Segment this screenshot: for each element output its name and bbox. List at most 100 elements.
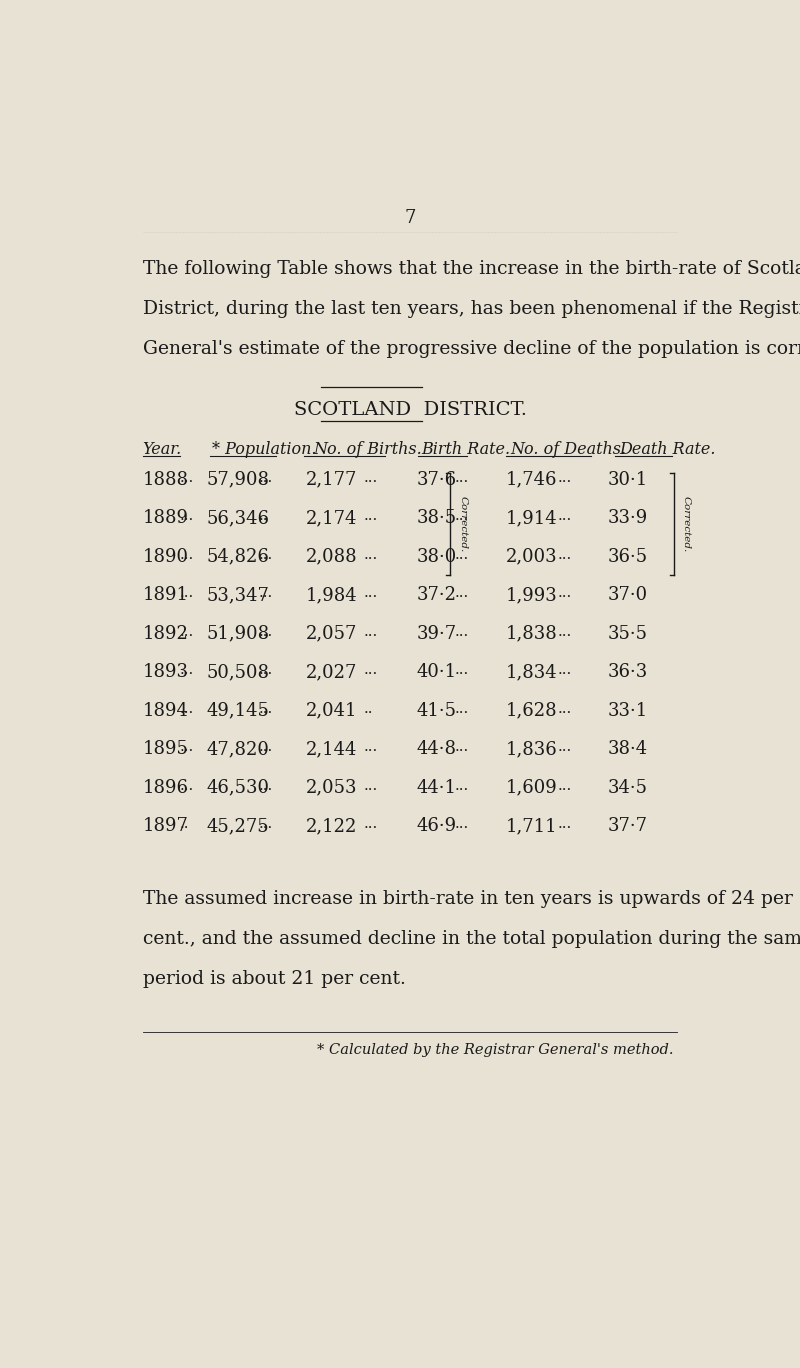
Text: 1,834: 1,834 [506, 663, 558, 681]
Text: 30·1: 30·1 [608, 471, 648, 488]
Text: ...: ... [558, 471, 571, 484]
Text: 56,346: 56,346 [207, 509, 270, 527]
Text: Death Rate.: Death Rate. [619, 442, 716, 458]
Text: Corrected.: Corrected. [458, 497, 467, 553]
Text: 36·5: 36·5 [608, 547, 648, 565]
Text: 47,820: 47,820 [207, 740, 270, 758]
Text: SCOTLAND  DISTRICT.: SCOTLAND DISTRICT. [294, 401, 526, 420]
Text: ...: ... [558, 586, 571, 601]
Text: ...: ... [558, 817, 571, 832]
Text: 37·0: 37·0 [608, 586, 648, 605]
Text: 44·1: 44·1 [416, 778, 456, 796]
Text: 1,914: 1,914 [506, 509, 558, 527]
Text: 41·5: 41·5 [416, 702, 456, 720]
Text: ...: ... [363, 625, 378, 639]
Text: * Population.: * Population. [212, 442, 317, 458]
Text: ...: ... [363, 471, 378, 484]
Text: 1,711: 1,711 [506, 817, 558, 834]
Text: Year.: Year. [142, 442, 182, 458]
Text: District, during the last ten years, has been phenomenal if the Registrar-: District, during the last ten years, has… [142, 301, 800, 319]
Text: The following Table shows that the increase in the birth-rate of Scotland: The following Table shows that the incre… [142, 260, 800, 279]
Text: ...: ... [363, 817, 378, 832]
Text: ...: ... [455, 586, 469, 601]
Text: * Calculated by the Registrar General's method.: * Calculated by the Registrar General's … [317, 1042, 674, 1056]
Text: No. of Deaths.: No. of Deaths. [510, 442, 627, 458]
Text: ...: ... [558, 509, 571, 523]
Text: ...: ... [180, 509, 194, 523]
Text: ...: ... [259, 663, 273, 677]
Text: cent., and the assumed decline in the total population during the same: cent., and the assumed decline in the to… [142, 930, 800, 948]
Text: ...: ... [558, 663, 571, 677]
Text: 1891: 1891 [142, 586, 189, 605]
Text: 33·1: 33·1 [608, 702, 648, 720]
Text: 1897: 1897 [142, 817, 189, 834]
Text: ...: ... [180, 625, 194, 639]
Text: 50,508: 50,508 [207, 663, 270, 681]
Text: 46·9: 46·9 [416, 817, 456, 834]
Text: ...: ... [180, 663, 194, 677]
Text: ...: ... [455, 509, 469, 523]
Text: 1,609: 1,609 [506, 778, 558, 796]
Text: 36·3: 36·3 [608, 663, 648, 681]
Text: 1,746: 1,746 [506, 471, 558, 488]
Text: 49,145: 49,145 [207, 702, 270, 720]
Text: 1,838: 1,838 [506, 625, 558, 643]
Text: 2,144: 2,144 [306, 740, 357, 758]
Text: ...: ... [180, 547, 194, 562]
Text: 53,347: 53,347 [207, 586, 270, 605]
Text: ...: ... [363, 509, 378, 523]
Text: ...: ... [363, 547, 378, 562]
Text: 2,057: 2,057 [306, 625, 357, 643]
Text: ...: ... [558, 547, 571, 562]
Text: 37·6: 37·6 [416, 471, 456, 488]
Text: ...: ... [558, 625, 571, 639]
Text: 2,122: 2,122 [306, 817, 357, 834]
Text: ...: ... [363, 778, 378, 792]
Text: 44·8: 44·8 [416, 740, 456, 758]
Text: 2,027: 2,027 [306, 663, 357, 681]
Text: ...: ... [259, 471, 273, 484]
Text: 1892: 1892 [142, 625, 189, 643]
Text: 1893: 1893 [142, 663, 189, 681]
Text: ...: ... [259, 740, 273, 754]
Text: 1889: 1889 [142, 509, 189, 527]
Text: ...: ... [259, 778, 273, 792]
Text: 1890: 1890 [142, 547, 189, 565]
Text: ...: ... [455, 702, 469, 715]
Text: ..: .. [363, 702, 373, 715]
Text: ..: .. [259, 509, 268, 523]
Text: ...: ... [455, 471, 469, 484]
Text: ...: ... [455, 817, 469, 832]
Text: ...: ... [259, 625, 273, 639]
Text: Corrected.: Corrected. [682, 497, 690, 553]
Text: ...: ... [363, 740, 378, 754]
Text: 37·2: 37·2 [416, 586, 456, 605]
Text: 2,174: 2,174 [306, 509, 357, 527]
Text: ...: ... [259, 702, 273, 715]
Text: 2,053: 2,053 [306, 778, 357, 796]
Text: 1,836: 1,836 [506, 740, 558, 758]
Text: ...: ... [180, 778, 194, 792]
Text: 1888: 1888 [142, 471, 189, 488]
Text: Birth Rate.: Birth Rate. [422, 442, 510, 458]
Text: ...: ... [259, 817, 273, 832]
Text: No. of Births.: No. of Births. [313, 442, 422, 458]
Text: ...: ... [455, 625, 469, 639]
Text: 2,177: 2,177 [306, 471, 357, 488]
Text: ...: ... [180, 740, 194, 754]
Text: 2,041: 2,041 [306, 702, 357, 720]
Text: 37·7: 37·7 [608, 817, 648, 834]
Text: ...: ... [259, 547, 273, 562]
Text: ...: ... [363, 586, 378, 601]
Text: ..: .. [180, 817, 190, 832]
Text: General's estimate of the progressive decline of the population is correct.: General's estimate of the progressive de… [142, 341, 800, 358]
Text: 1,628: 1,628 [506, 702, 558, 720]
Text: ...: ... [180, 471, 194, 484]
Text: ...: ... [259, 586, 273, 601]
Text: 57,908: 57,908 [207, 471, 270, 488]
Text: 1,984: 1,984 [306, 586, 357, 605]
Text: 2,003: 2,003 [506, 547, 558, 565]
Text: ...: ... [455, 663, 469, 677]
Text: The assumed increase in birth-rate in ten years is upwards of 24 per: The assumed increase in birth-rate in te… [142, 891, 793, 908]
Text: ...: ... [558, 740, 571, 754]
